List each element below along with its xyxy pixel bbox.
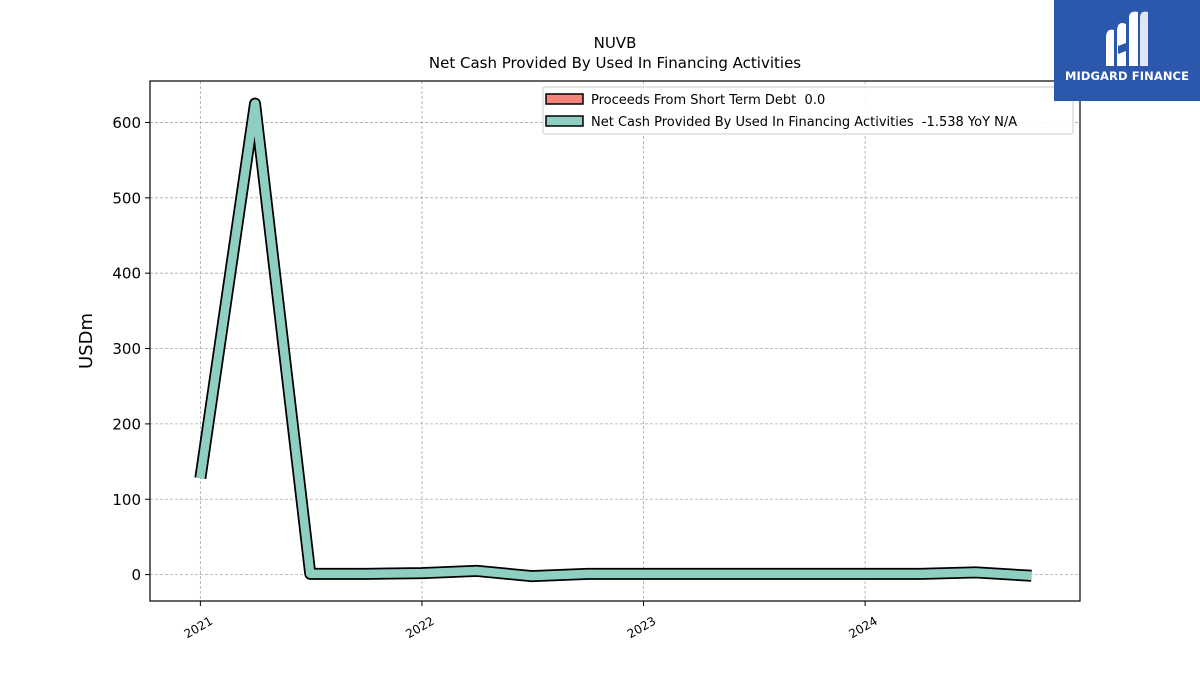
legend: Proceeds From Short Term Debt 0.0 Net Ca… [542, 86, 1074, 135]
data-point [809, 573, 810, 574]
series-line-1 [196, 99, 1032, 581]
data-point [698, 573, 699, 574]
x-tick-label: 2023 [625, 614, 658, 641]
x-axis: 2021 2022 2023 2024 [182, 601, 880, 641]
y-tick-label: 0 [131, 566, 141, 584]
series-layer [194, 97, 1032, 583]
data-point [920, 573, 921, 574]
data-point [531, 576, 532, 577]
midgard-logo-icon [1106, 11, 1148, 67]
data-point [255, 103, 256, 104]
x-tick-label: 2021 [182, 614, 215, 641]
series-outline-1 [194, 97, 1032, 583]
x-tick-label: 2022 [403, 614, 436, 641]
data-point [421, 573, 422, 574]
chart-title: NUVB [594, 34, 637, 52]
data-point [587, 573, 588, 574]
brand-logo: MIDGARD FINANCE [1054, 0, 1200, 101]
y-tick-label: 200 [112, 415, 141, 433]
y-axis-label: USDm [76, 313, 97, 369]
data-point [865, 573, 866, 574]
legend-swatch-proceeds [545, 93, 584, 105]
y-tick-label: 500 [112, 189, 141, 207]
y-tick-label: 600 [112, 114, 141, 132]
data-point [366, 573, 367, 574]
x-tick-label: 2024 [846, 614, 879, 641]
plot-frame [149, 80, 1081, 602]
data-point [476, 570, 477, 571]
y-axis: 0 100 200 300 400 500 600 [112, 114, 150, 584]
legend-label-net-cash: Net Cash Provided By Used In Financing A… [591, 115, 1017, 130]
data-point [200, 478, 201, 479]
legend-swatch-net-cash [545, 115, 584, 127]
grid-lines [150, 81, 1080, 601]
y-tick-label: 300 [112, 340, 141, 358]
y-tick-label: 400 [112, 265, 141, 283]
data-point [643, 573, 644, 574]
data-point [1031, 575, 1032, 576]
data-point [310, 573, 311, 574]
legend-label-proceeds: Proceeds From Short Term Debt 0.0 [591, 93, 825, 108]
brand-name: MIDGARD FINANCE [1064, 69, 1190, 83]
legend-box [542, 86, 1074, 135]
data-point [975, 572, 976, 573]
y-tick-label: 100 [112, 491, 141, 509]
data-point [753, 573, 754, 574]
chart-subtitle: Net Cash Provided By Used In Financing A… [429, 54, 801, 72]
